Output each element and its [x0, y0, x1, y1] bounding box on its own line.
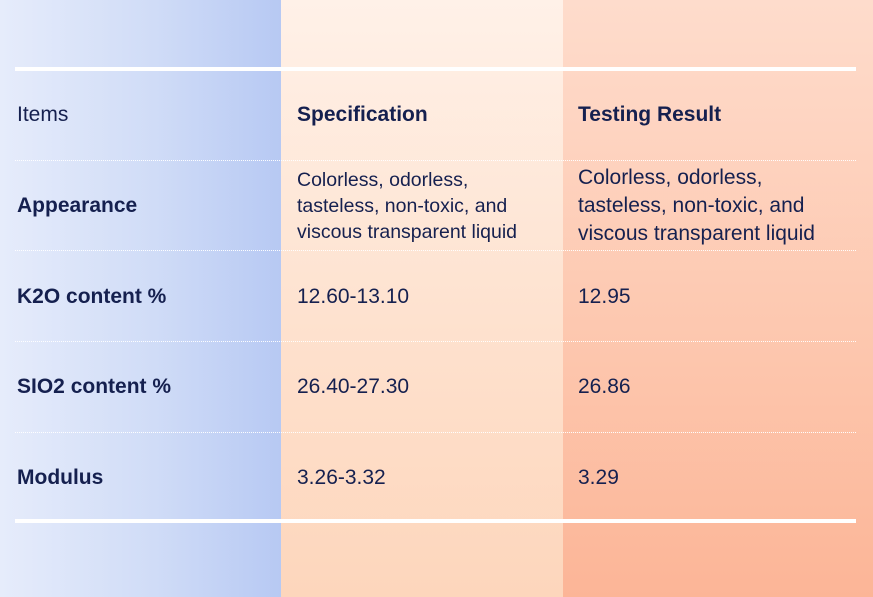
text-line: Colorless, odorless,: [578, 166, 763, 189]
cell: 26.86: [578, 375, 631, 398]
divider: [15, 160, 856, 161]
row-label: Modulus: [17, 466, 104, 489]
cell: 12.60-13.10: [297, 285, 410, 308]
header-cell: Items: [17, 103, 69, 126]
cell: Colorless, odorless, tasteless, non-toxi…: [578, 164, 815, 248]
text-line: Colorless, odorless,: [297, 169, 469, 191]
column-bg: [0, 0, 281, 597]
header-cell: Testing Result: [578, 103, 722, 126]
text-line: viscous transparent liquid: [297, 221, 518, 243]
row-label: Appearance: [17, 194, 138, 217]
cell-text: Colorless, odorless, tasteless, non-toxi…: [297, 167, 517, 245]
cell: Colorless, odorless, tasteless, non-toxi…: [297, 166, 517, 246]
rule: [15, 67, 856, 71]
text-line: tasteless, non-toxic, and: [297, 195, 508, 217]
cell: 3.29: [578, 466, 619, 489]
column-bg: [563, 0, 873, 597]
divider: [15, 341, 856, 342]
text-line: tasteless, non-toxic, and: [578, 194, 805, 217]
row-label: SIO2 content %: [17, 375, 172, 398]
header-cell: Specification: [297, 103, 428, 126]
column-bg: [281, 0, 563, 597]
divider: [15, 432, 856, 433]
rule: [15, 519, 856, 523]
text-line: viscous transparent liquid: [578, 222, 815, 245]
cell: 26.40-27.30: [297, 375, 410, 398]
cell: 12.95: [578, 285, 631, 308]
divider: [15, 250, 856, 251]
row-label: K2O content %: [17, 285, 167, 308]
cell: 3.26-3.32: [297, 466, 386, 489]
cell-text: Colorless, odorless, tasteless, non-toxi…: [578, 164, 815, 248]
